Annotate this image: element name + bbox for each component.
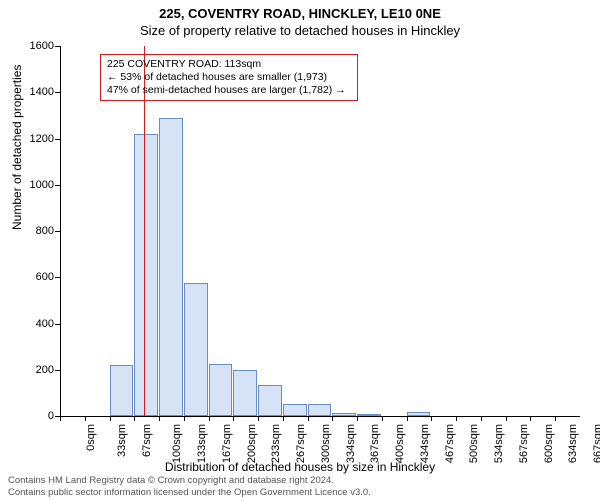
xtick-label: 600sqm [543,424,555,463]
xtick-label: 500sqm [469,424,481,463]
ytick-label: 1600 [14,40,54,52]
xtick-label: 300sqm [320,424,332,463]
chart-area: 0sqm33sqm67sqm100sqm133sqm167sqm200sqm23… [60,46,580,416]
histogram-bar [134,134,158,416]
ytick-label: 600 [14,271,54,283]
y-axis-line [60,46,61,416]
ytick-label: 1400 [14,86,54,98]
xtick-label: 133sqm [196,424,208,463]
ytick-label: 800 [14,225,54,237]
histogram-bar [258,385,282,416]
histogram-bar [308,404,332,416]
ytick-label: 1200 [14,133,54,145]
histogram-bar [233,370,257,416]
xtick-label: 467sqm [444,424,456,463]
xtick-label: 0sqm [85,424,97,451]
xtick-label: 100sqm [171,424,183,463]
xtick-label: 267sqm [295,424,307,463]
xtick-label: 534sqm [493,424,505,463]
xtick-label: 233sqm [270,424,282,463]
xtick-label: 33sqm [116,424,128,457]
xtick-label: 434sqm [419,424,431,463]
annotation-box: 225 COVENTRY ROAD: 113sqm ← 53% of detac… [100,54,358,101]
footer-attribution: Contains HM Land Registry data © Crown c… [8,475,371,498]
xtick-label: 367sqm [370,424,382,463]
xtick-label: 567sqm [518,424,530,463]
histogram-bar [283,404,307,416]
xtick-label: 667sqm [592,424,600,463]
ytick-label: 400 [14,318,54,330]
histogram-bar [209,364,233,416]
page-title: 225, COVENTRY ROAD, HINCKLEY, LE10 0NE [0,0,600,21]
xtick-label: 67sqm [141,424,153,457]
xtick-label: 200sqm [246,424,258,463]
xtick-label: 167sqm [221,424,233,463]
xtick-label: 634sqm [568,424,580,463]
histogram-bar [110,365,134,416]
annotation-line-3: 47% of semi-detached houses are larger (… [107,84,351,97]
ytick-label: 1000 [14,179,54,191]
xtick-label: 400sqm [394,424,406,463]
histogram-plot: 0sqm33sqm67sqm100sqm133sqm167sqm200sqm23… [60,46,580,416]
annotation-line-1: 225 COVENTRY ROAD: 113sqm [107,58,351,71]
histogram-bar [184,283,208,416]
x-axis-line [60,416,580,417]
footer-line-1: Contains HM Land Registry data © Crown c… [8,475,371,486]
histogram-bar [159,118,183,416]
ytick-label: 0 [14,410,54,422]
page-subtitle: Size of property relative to detached ho… [0,21,600,38]
xtick-label: 334sqm [345,424,357,463]
annotation-line-2: ← 53% of detached houses are smaller (1,… [107,71,351,84]
ytick-label: 200 [14,364,54,376]
marker-line [144,46,145,416]
x-axis-label: Distribution of detached houses by size … [0,460,600,474]
footer-line-2: Contains public sector information licen… [8,487,371,498]
